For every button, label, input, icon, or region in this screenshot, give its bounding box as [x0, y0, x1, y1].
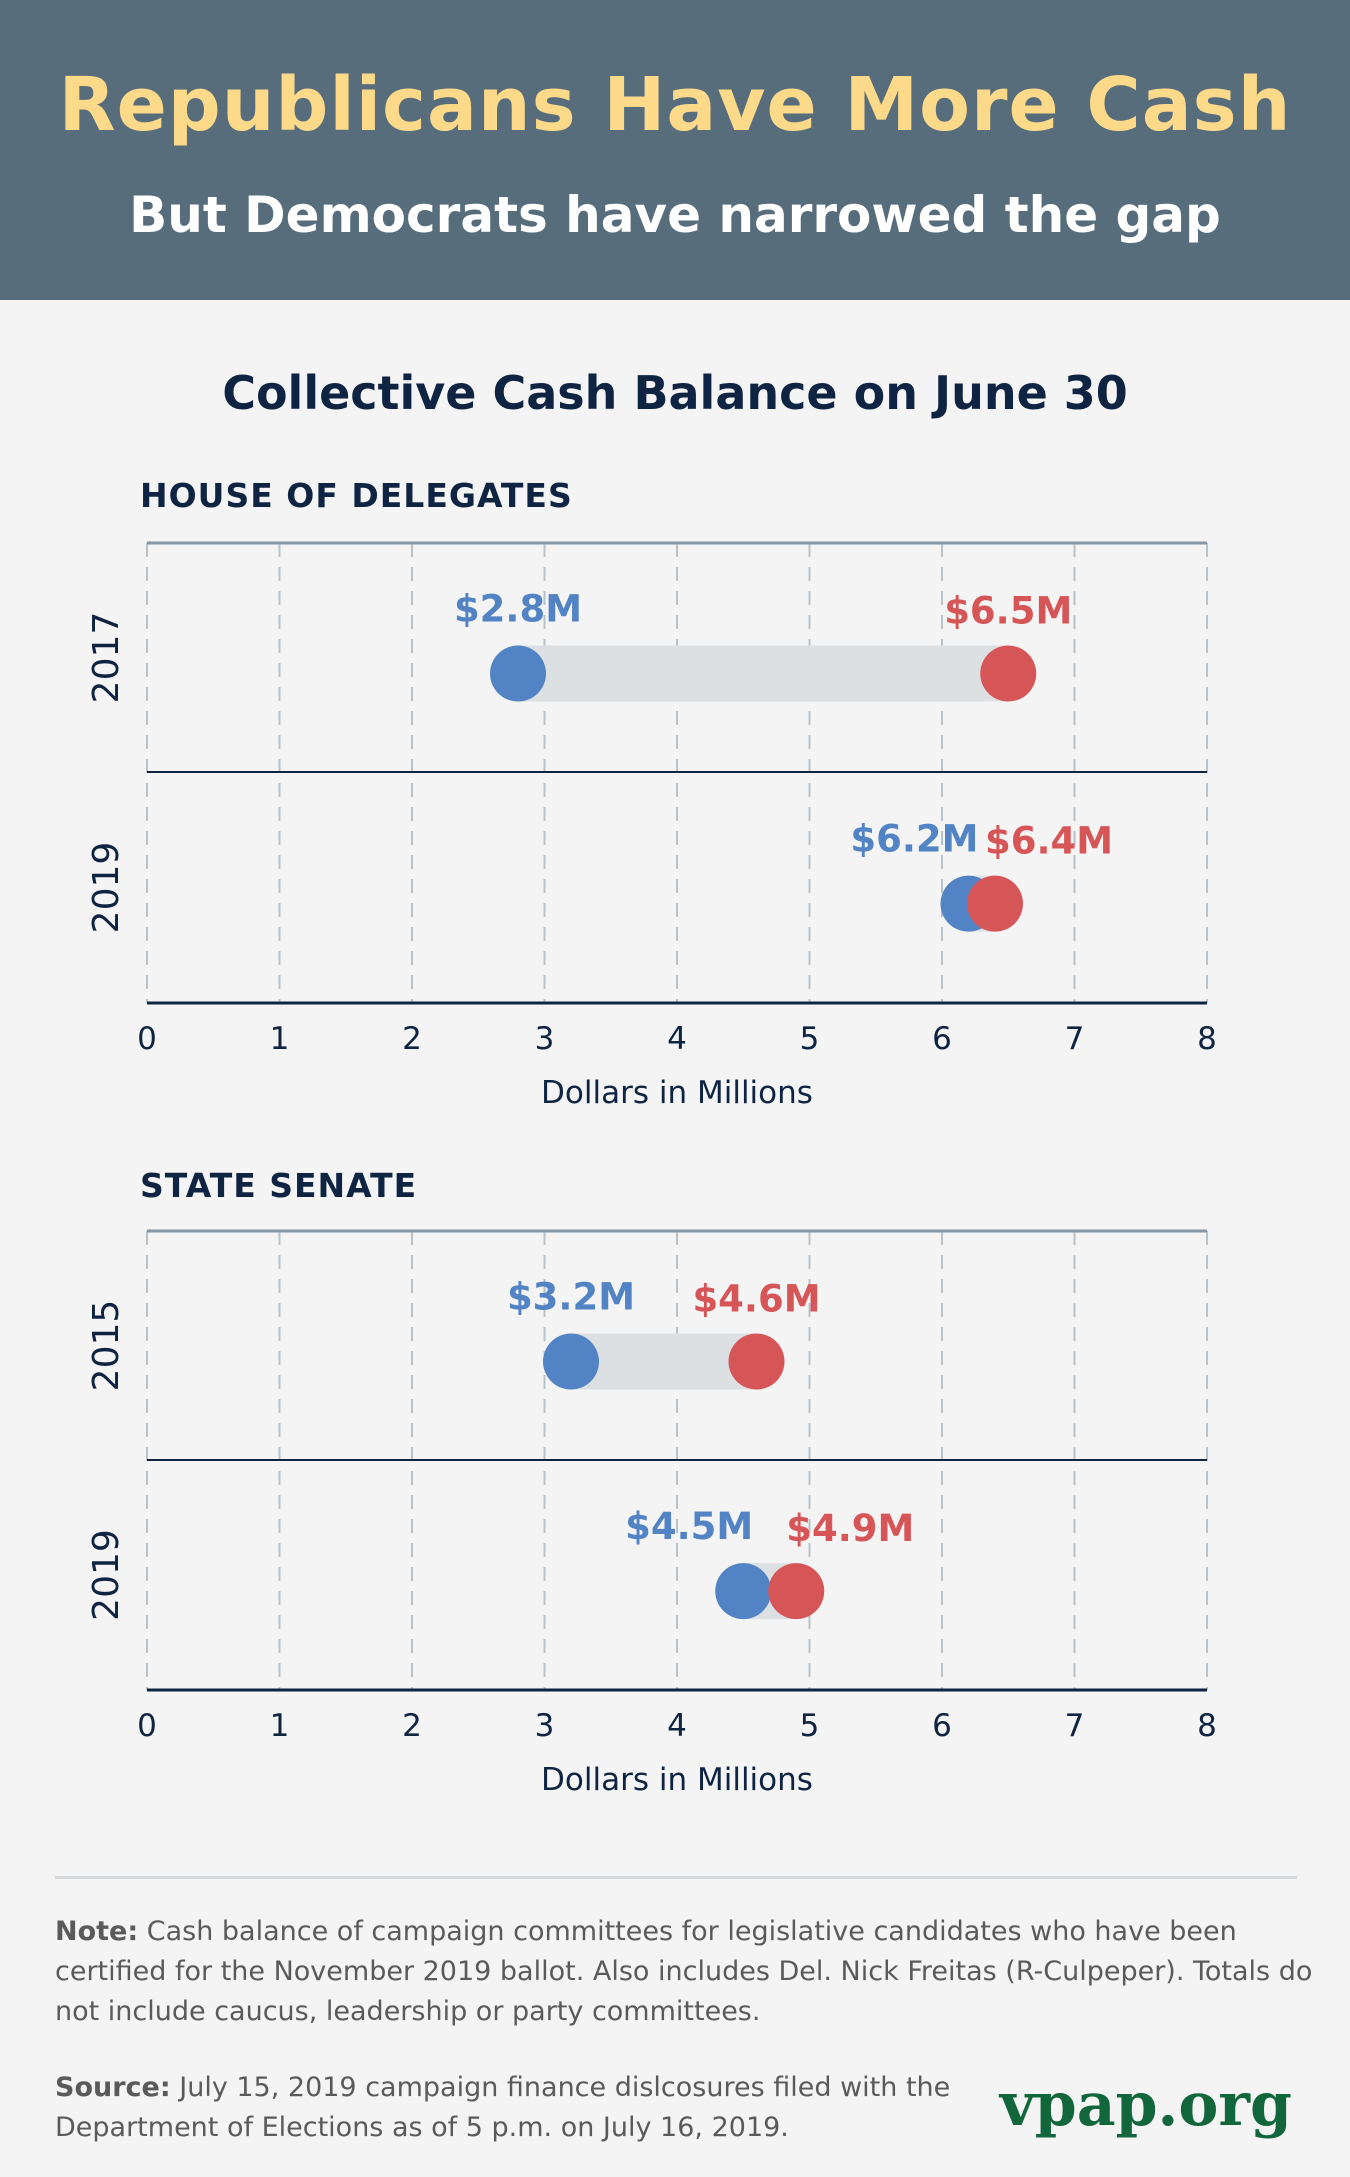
republican-value-label: $6.5M: [944, 590, 1072, 633]
democrat-dot: [490, 645, 546, 702]
republican-dot: [980, 645, 1037, 702]
republican-dot: [768, 1563, 825, 1620]
row-2015: 2015 $3.2M $4.6M: [86, 1276, 821, 1392]
x-tick-label: 1: [270, 1021, 290, 1057]
panel-1: 0 1 2 3 4 5 6 7 8 Dollars in Millions 2015 $3.2M $4.…: [86, 1229, 1217, 1798]
x-axis-title: Dollars in Millions: [541, 1075, 813, 1111]
x-tick-label: 8: [1197, 1708, 1217, 1744]
header-banner: Republicans Have More Cash But Democrats…: [0, 0, 1350, 300]
republican-value-label: $4.6M: [692, 1278, 820, 1321]
chart-title: Collective Cash Balance on June 30: [222, 366, 1128, 420]
year-label: 2015: [86, 1300, 127, 1392]
panel-0: 0 1 2 3 4 5 6 7 8 Dollars in Millions 2017 $2.8M $6.…: [86, 541, 1217, 1111]
x-tick-label: 6: [932, 1021, 952, 1057]
x-tick-label: 8: [1197, 1021, 1217, 1057]
x-tick-label: 3: [535, 1708, 555, 1744]
year-label: 2019: [86, 1529, 127, 1621]
vpap-logo: vpap.org: [999, 2070, 1292, 2140]
subtitle: But Democrats have narrowed the gap: [129, 186, 1221, 244]
panel-label-senate: STATE SENATE: [140, 1166, 418, 1205]
year-label: 2019: [86, 842, 127, 934]
row-2019: 2019 $4.5M $4.9M: [86, 1505, 914, 1621]
note-body: Cash balance of campaign committees for …: [55, 1916, 1313, 2027]
source-body: July 15, 2019 campaign finance dislcosur…: [55, 2072, 951, 2143]
democrat-value-label: $6.2M: [850, 818, 978, 861]
x-tick-label: 6: [932, 1708, 952, 1744]
x-tick-label: 4: [667, 1021, 687, 1057]
x-tick-label: 3: [535, 1021, 555, 1057]
row-2019: 2019 $6.2M $6.4M: [86, 818, 1113, 934]
x-tick-label: 2: [402, 1708, 422, 1744]
year-label: 2017: [86, 612, 127, 704]
republican-value-label: $4.9M: [786, 1507, 914, 1550]
source-text: Source: July 15, 2019 campaign finance d…: [55, 2068, 975, 2148]
x-axis-title: Dollars in Millions: [541, 1762, 813, 1798]
x-tick-label: 0: [137, 1708, 157, 1744]
gap-bar: [571, 1333, 757, 1390]
main-title: Republicans Have More Cash: [58, 62, 1292, 148]
note-label: Note:: [55, 1916, 139, 1947]
democrat-dot: [543, 1333, 599, 1390]
republican-dot: [728, 1333, 785, 1390]
democrat-value-label: $3.2M: [507, 1276, 635, 1319]
x-tick-label: 4: [667, 1708, 687, 1744]
source-label: Source:: [55, 2072, 171, 2103]
x-tick-label: 7: [1065, 1021, 1085, 1057]
republican-value-label: $6.4M: [985, 820, 1113, 863]
gap-bar: [518, 645, 1009, 702]
x-tick-label: 0: [137, 1021, 157, 1057]
x-tick-label: 1: [270, 1708, 290, 1744]
footer-divider: [55, 1876, 1297, 1879]
x-tick-label: 2: [402, 1021, 422, 1057]
democrat-value-label: $4.5M: [625, 1505, 753, 1548]
note-text: Note: Cash balance of campaign committee…: [55, 1912, 1315, 2032]
x-tick-label: 5: [800, 1708, 820, 1744]
democrat-dot: [715, 1563, 772, 1620]
row-2017: 2017 $2.8M $6.5M: [86, 588, 1072, 704]
democrat-value-label: $2.8M: [454, 588, 582, 631]
x-tick-label: 5: [800, 1021, 820, 1057]
x-tick-label: 7: [1065, 1708, 1085, 1744]
republican-dot: [967, 875, 1023, 932]
panel-label-house: HOUSE OF DELEGATES: [140, 476, 573, 515]
